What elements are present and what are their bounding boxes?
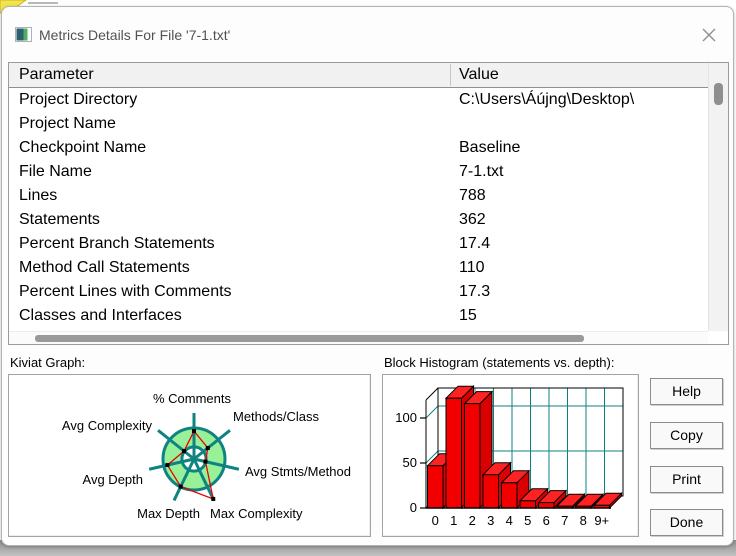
cell-parameter: Lines — [19, 187, 58, 204]
x-axis-tick-label: 4 — [506, 513, 513, 528]
x-axis-tick-label: 2 — [469, 513, 476, 528]
radar-axis-label: Max Complexity — [210, 506, 303, 521]
cell-parameter: Statements — [19, 211, 100, 228]
table-row[interactable]: Percent Branch Statements 17.4 — [9, 233, 708, 257]
radar-axis-label: % Comments — [153, 391, 232, 406]
cell-parameter: Percent Lines with Comments — [19, 283, 232, 300]
cell-parameter: Method Call Statements — [19, 259, 190, 276]
print-button[interactable]: Print — [650, 466, 723, 493]
metrics-table: Parameter Value Project Directory C:\User… — [8, 62, 729, 345]
table-row[interactable]: Checkpoint Name Baseline — [9, 137, 708, 161]
cell-value: 17.3 — [459, 283, 491, 300]
column-header-value[interactable]: Value — [459, 66, 499, 83]
horizontal-scrollbar-thumb[interactable] — [35, 335, 584, 342]
y-axis-tick-label: 100 — [395, 410, 417, 425]
histogram-bar — [464, 403, 481, 509]
x-axis-tick-label: 6 — [543, 513, 550, 528]
x-axis-tick-label: 3 — [487, 513, 494, 528]
table-body: Project Directory C:\Users\Áújng\Desktop\… — [9, 89, 708, 332]
table-row[interactable]: File Name 7-1.txt — [9, 161, 708, 185]
kiviat-graph-panel: % Comments Methods/Class Avg Stmts/Method M… — [8, 374, 371, 537]
cell-parameter: Classes and Interfaces — [19, 307, 182, 324]
close-icon[interactable] — [700, 26, 718, 44]
column-header-parameter[interactable]: Parameter — [19, 66, 94, 83]
table-row[interactable]: Project Name — [9, 113, 708, 137]
histogram-bar — [538, 502, 555, 509]
histogram-bar — [482, 474, 499, 509]
background-artifact-line — [28, 2, 58, 4]
title-bar: Metrics Details For File '7-1.txt' — [1, 6, 734, 56]
vertical-scrollbar[interactable] — [708, 63, 728, 331]
copy-button[interactable]: Copy — [650, 422, 723, 449]
cell-value: Baseline — [459, 139, 521, 156]
histogram-bar — [445, 397, 462, 509]
table-row[interactable]: Statements 362 — [9, 209, 708, 233]
done-button[interactable]: Done — [650, 509, 723, 536]
x-axis-tick-label: 1 — [450, 513, 457, 528]
cell-value: 362 — [459, 211, 486, 228]
table-row[interactable]: Project Directory C:\Users\Áújng\Desktop\ — [9, 89, 708, 113]
table-row[interactable]: Lines 788 — [9, 185, 708, 209]
block-histogram-panel: 0 50 100 0 1 2 3 4 5 6 7 8 9+ — [382, 374, 639, 537]
x-axis-tick-label: 8 — [580, 513, 587, 528]
radar-axis-label: Avg Depth — [83, 472, 143, 487]
x-axis-tick-label: 9+ — [594, 513, 609, 528]
table-row[interactable]: Method Call Statements 110 — [9, 257, 708, 281]
cell-parameter: Checkpoint Name — [19, 139, 147, 156]
y-axis-tick-label: 50 — [403, 455, 417, 470]
cell-parameter: Project Directory — [19, 91, 138, 108]
cell-value: 788 — [459, 187, 486, 204]
column-divider[interactable] — [450, 64, 451, 86]
radar-axis-label: Avg Stmts/Method — [245, 464, 351, 479]
x-axis-tick-label: 0 — [432, 513, 439, 528]
vertical-scrollbar-thumb[interactable] — [714, 83, 723, 105]
x-axis-tick-label: 5 — [524, 513, 531, 528]
histogram-bar — [519, 500, 536, 509]
cell-parameter: File Name — [19, 163, 92, 180]
kiviat-caption: Kiviat Graph: — [10, 355, 86, 370]
cell-value: 7-1.txt — [459, 163, 504, 180]
x-axis-tick-label: 7 — [561, 513, 568, 528]
cell-value: C:\Users\Áújng\Desktop\ — [459, 91, 635, 108]
histogram-bar — [501, 482, 518, 509]
help-button[interactable]: Help — [650, 378, 723, 405]
table-row[interactable]: Percent Lines with Comments 17.3 — [9, 281, 708, 305]
table-row[interactable]: Classes and Interfaces 15 — [9, 305, 708, 329]
cell-value: 15 — [459, 307, 477, 324]
horizontal-scrollbar[interactable] — [9, 331, 708, 344]
window-title: Metrics Details For File '7-1.txt' — [39, 27, 231, 43]
app-icon — [15, 27, 32, 42]
table-header[interactable]: Parameter Value — [9, 63, 708, 88]
y-axis-tick-label: 0 — [410, 500, 417, 515]
cell-parameter: Percent Branch Statements — [19, 235, 215, 252]
radar-axis-label: Methods/Class — [233, 409, 319, 424]
radar-axis-label: Max Depth — [137, 506, 200, 521]
histogram-caption: Block Histogram (statements vs. depth): — [384, 355, 615, 370]
cell-value: 110 — [459, 259, 485, 276]
histogram-bar — [427, 465, 444, 509]
radar-axis-label: Avg Complexity — [62, 418, 153, 433]
cell-parameter: Project Name — [19, 115, 116, 132]
cell-value: 17.4 — [459, 235, 491, 252]
